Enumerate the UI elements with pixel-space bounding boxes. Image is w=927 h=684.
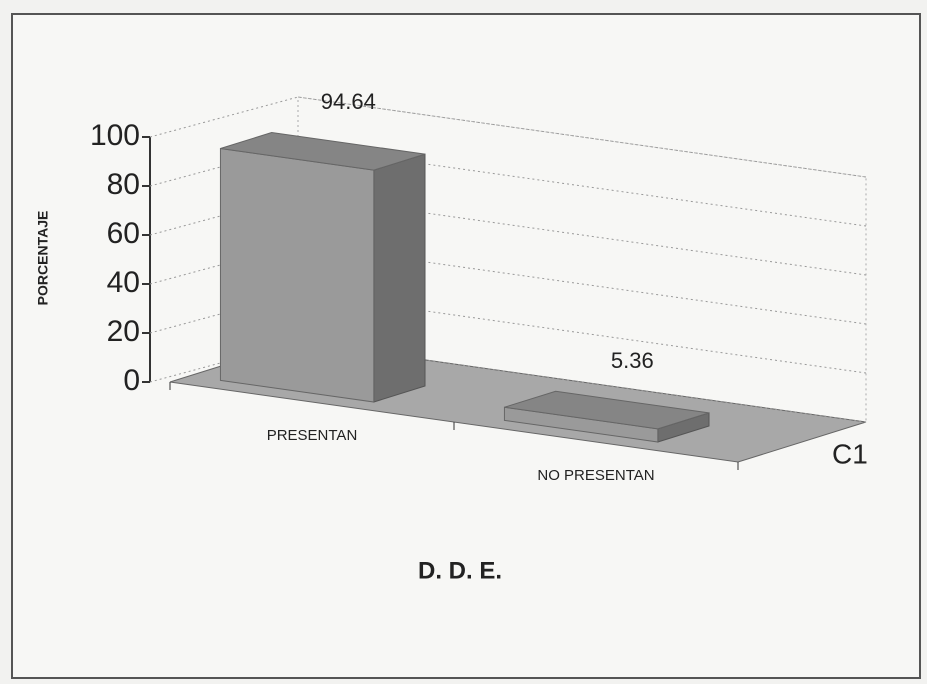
series-label: C1 (832, 438, 868, 469)
value-label: 94.64 (321, 89, 376, 114)
chart-frame (11, 13, 921, 679)
x-tick-label: PRESENTAN (267, 427, 358, 444)
y-tick-label: 0 (123, 364, 140, 397)
y-tick-label: 80 (107, 168, 140, 201)
bar-side (373, 153, 426, 403)
y-tick-label: 60 (107, 217, 140, 250)
bar-top (504, 390, 710, 430)
grid-line (149, 292, 867, 374)
grid-line (149, 341, 867, 423)
x-tick-label: NO PRESENTAN (537, 467, 654, 484)
grid-line (149, 194, 867, 276)
y-tick-label: 20 (107, 315, 140, 348)
y-tick-label: 100 (90, 119, 140, 152)
value-label: 5.36 (611, 348, 654, 373)
grid-line (149, 145, 867, 227)
y-tick-label: 40 (107, 266, 140, 299)
grid-line (149, 243, 867, 325)
y-axis-title: PORCENTAJE (35, 211, 51, 306)
bar-top (220, 132, 426, 171)
bar-front (219, 147, 375, 403)
x-axis-title: D. D. E. (418, 557, 502, 584)
grid-line (149, 96, 867, 178)
